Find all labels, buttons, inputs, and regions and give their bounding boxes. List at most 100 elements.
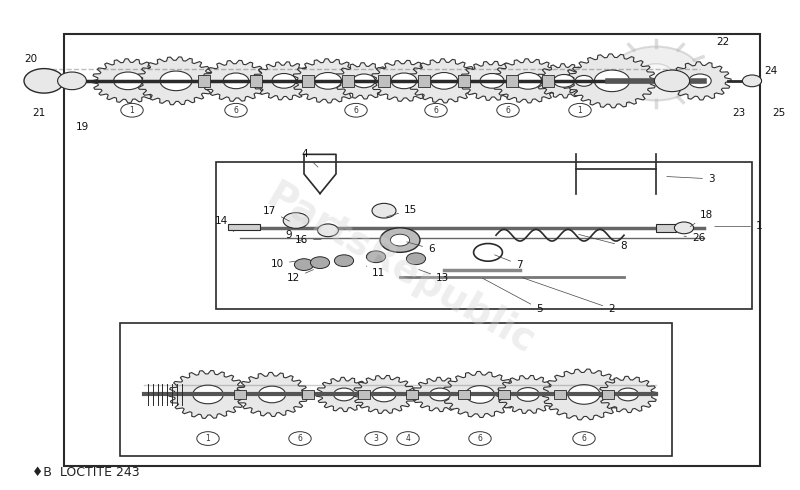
Text: 8: 8 [578,234,626,251]
Bar [406,390,418,399]
Text: 3: 3 [374,434,378,443]
Text: 16: 16 [294,235,322,245]
Text: 20: 20 [24,54,37,64]
Polygon shape [536,64,592,98]
Text: 6: 6 [582,434,586,443]
Circle shape [466,386,494,403]
Circle shape [554,74,574,87]
Polygon shape [568,54,656,108]
Circle shape [289,432,311,445]
Circle shape [480,74,504,88]
Text: 1: 1 [130,106,134,115]
Text: 7: 7 [494,255,522,270]
Text: 6: 6 [234,106,238,115]
Text: ♦B  LOCTITE 243: ♦B LOCTITE 243 [32,466,140,479]
Bar [302,390,314,399]
Circle shape [365,432,387,445]
Circle shape [689,74,711,88]
Text: 1: 1 [714,221,762,231]
Text: 3: 3 [666,174,714,184]
Circle shape [258,386,286,403]
Circle shape [318,224,338,237]
Bar [378,75,390,87]
Circle shape [334,255,354,267]
Polygon shape [497,375,559,414]
Polygon shape [292,59,364,103]
Text: 19: 19 [76,122,90,132]
Bar [216,162,752,309]
Circle shape [272,74,296,88]
Polygon shape [169,370,247,418]
Circle shape [430,73,458,89]
Bar [302,75,314,87]
Bar [602,390,614,399]
Text: 12: 12 [286,270,314,283]
Text: 4: 4 [406,434,410,443]
Circle shape [391,73,417,89]
Text: PartsRepublic: PartsRepublic [259,177,541,362]
Bar [458,75,470,87]
Circle shape [24,69,64,93]
Polygon shape [412,377,468,412]
Text: 25: 25 [772,108,786,118]
Polygon shape [408,59,480,103]
Polygon shape [334,63,394,99]
Text: 18: 18 [690,210,714,227]
Circle shape [366,251,386,263]
Text: 6: 6 [298,434,302,443]
Text: 23: 23 [732,108,746,118]
Circle shape [469,432,491,445]
Circle shape [742,75,762,87]
Bar [342,75,354,87]
Bar [64,34,760,465]
Circle shape [372,387,396,402]
Circle shape [372,203,396,218]
Polygon shape [370,60,438,101]
Polygon shape [253,62,315,100]
Text: 6: 6 [434,106,438,115]
Text: 4: 4 [302,149,318,167]
Circle shape [345,103,367,117]
Circle shape [193,385,223,404]
Circle shape [353,74,375,88]
Circle shape [514,73,542,89]
Circle shape [380,228,420,252]
Circle shape [197,432,219,445]
Circle shape [406,253,426,265]
Circle shape [430,388,450,401]
Circle shape [497,103,519,117]
Circle shape [310,257,330,269]
Polygon shape [669,62,731,100]
Circle shape [223,73,249,89]
Circle shape [314,73,342,89]
Bar [120,323,672,456]
Circle shape [334,388,354,401]
Polygon shape [561,67,607,95]
Circle shape [612,47,700,100]
Bar [198,75,210,87]
Polygon shape [202,60,270,101]
Text: 15: 15 [386,205,418,217]
Circle shape [390,234,410,246]
Text: 14: 14 [214,217,234,231]
Polygon shape [442,371,518,417]
Circle shape [225,103,247,117]
Bar [358,390,370,399]
Bar [458,390,470,399]
Text: 6: 6 [506,106,510,115]
Bar [656,224,676,232]
Bar [418,75,430,87]
Bar [506,75,518,87]
Text: 1: 1 [578,106,582,115]
Circle shape [573,432,595,445]
Polygon shape [542,369,626,420]
Text: 21: 21 [32,108,46,118]
Circle shape [568,385,600,404]
Text: 11: 11 [366,266,386,278]
Polygon shape [353,375,415,414]
Circle shape [569,103,591,117]
Circle shape [618,388,638,401]
Text: 6: 6 [478,434,482,443]
Circle shape [160,71,192,91]
Bar [542,75,554,87]
